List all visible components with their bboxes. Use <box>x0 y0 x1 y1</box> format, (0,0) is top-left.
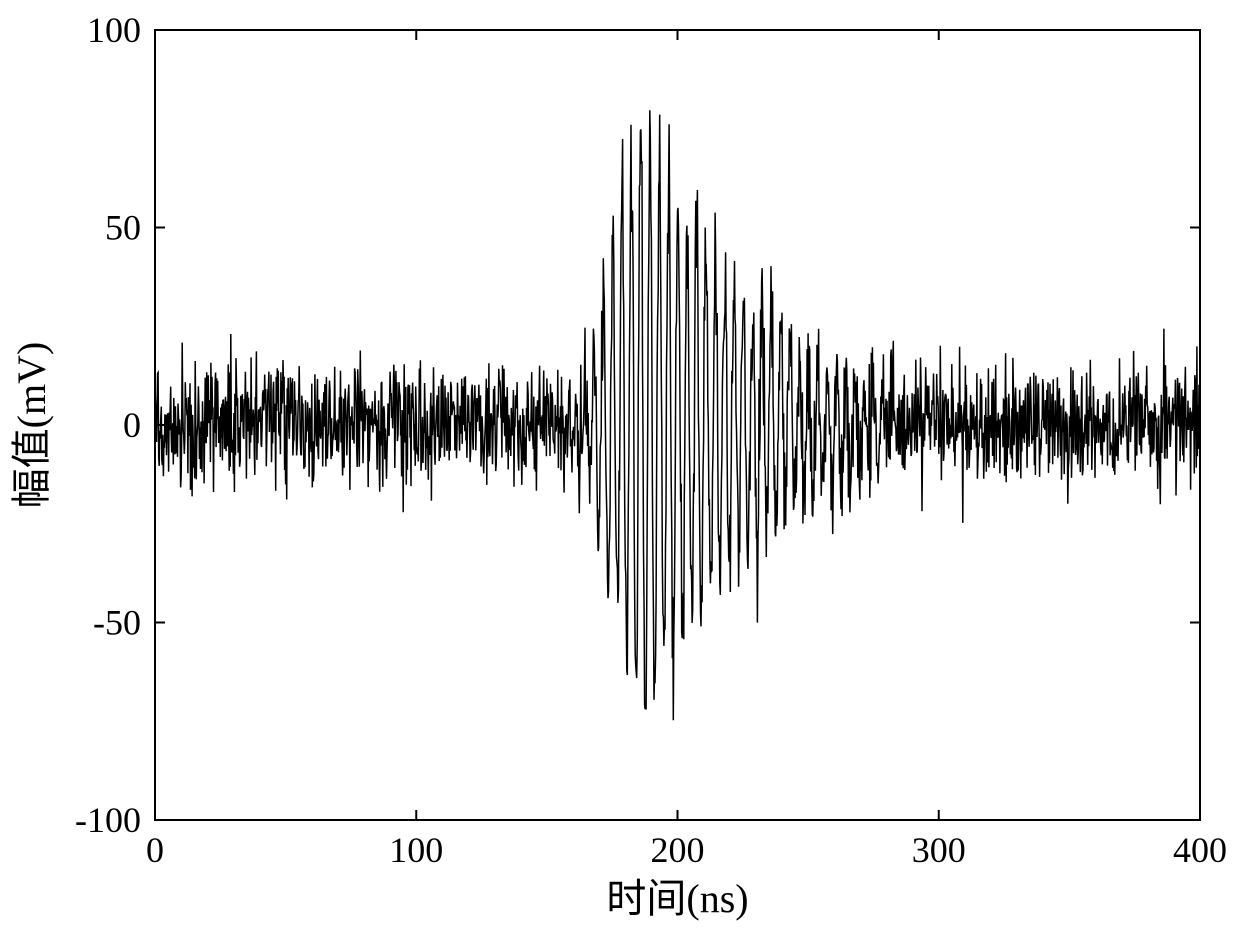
x-tick-label: 0 <box>146 830 164 870</box>
y-tick-label: -100 <box>75 800 141 840</box>
y-axis-label: 幅值(mV) <box>9 342 54 509</box>
y-tick-label: 0 <box>123 405 141 445</box>
x-tick-label: 100 <box>389 830 443 870</box>
x-axis-label: 时间(ns) <box>606 876 748 921</box>
signal-chart: 0 100 200 300 400 -100 -50 0 50 100 时间(ns) 幅值(mV) <box>0 0 1240 930</box>
y-tick-label: 50 <box>105 208 141 248</box>
y-tick-label: 100 <box>87 10 141 50</box>
chart-svg: 0 100 200 300 400 -100 -50 0 50 100 时间(ns) 幅值(mV) <box>0 0 1240 930</box>
x-tick-label: 200 <box>651 830 705 870</box>
x-tick-label: 300 <box>912 830 966 870</box>
y-tick-label: -50 <box>93 603 141 643</box>
x-tick-label: 400 <box>1173 830 1227 870</box>
signal-trace <box>155 110 1200 720</box>
